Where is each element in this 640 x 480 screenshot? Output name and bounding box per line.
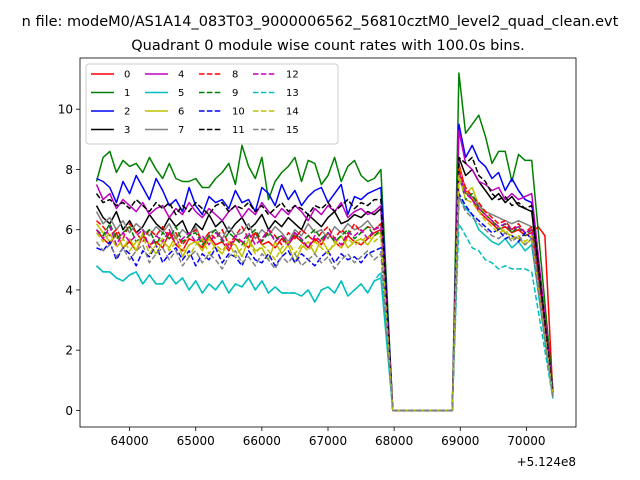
series-line-11 bbox=[95, 156, 554, 412]
x-tick-label: 68000 bbox=[375, 434, 413, 448]
legend-label-0: 0 bbox=[124, 70, 130, 81]
y-axis: 0 2 4 6 8 10 bbox=[58, 103, 80, 418]
legend-label-4: 4 bbox=[178, 70, 184, 81]
legend-label-12: 12 bbox=[286, 70, 299, 81]
y-tick-label: 6 bbox=[65, 223, 73, 237]
x-offset-label: +5.124e8 bbox=[517, 455, 576, 469]
series-layer bbox=[95, 72, 554, 412]
legend-label-13: 13 bbox=[286, 88, 299, 99]
series-line-13 bbox=[95, 222, 554, 412]
series-line-14 bbox=[95, 174, 554, 412]
y-tick-label: 0 bbox=[65, 404, 73, 418]
x-tick-label: 67000 bbox=[309, 434, 347, 448]
x-tick-label: 64000 bbox=[111, 434, 149, 448]
y-tick-label: 10 bbox=[58, 103, 73, 117]
legend-label-7: 7 bbox=[178, 125, 184, 136]
legend-label-8: 8 bbox=[232, 70, 238, 81]
legend-label-10: 10 bbox=[232, 107, 245, 118]
legend-label-15: 15 bbox=[286, 125, 299, 136]
legend-label-14: 14 bbox=[286, 107, 299, 118]
series-line-15 bbox=[95, 195, 554, 412]
x-axis: 64000 65000 66000 67000 68000 69000 70000 bbox=[111, 427, 545, 448]
chart-title: Quadrant 0 module wise count rates with … bbox=[131, 38, 525, 54]
legend-label-1: 1 bbox=[124, 88, 130, 99]
y-tick-label: 2 bbox=[65, 344, 73, 358]
y-tick-label: 4 bbox=[65, 283, 73, 297]
legend-box bbox=[85, 63, 339, 145]
x-tick-label: 69000 bbox=[441, 434, 479, 448]
legend-label-5: 5 bbox=[178, 88, 184, 99]
series-line-10 bbox=[96, 192, 554, 412]
series-line-2 bbox=[96, 123, 554, 412]
legend-label-2: 2 bbox=[124, 107, 130, 118]
legend-label-6: 6 bbox=[178, 107, 184, 118]
series-line-1 bbox=[95, 72, 554, 412]
legend-label-3: 3 bbox=[124, 125, 130, 136]
series-line-0 bbox=[95, 162, 554, 412]
y-tick-label: 8 bbox=[65, 163, 73, 177]
legend-label-9: 9 bbox=[232, 88, 238, 99]
x-tick-label: 70000 bbox=[507, 434, 545, 448]
x-tick-label: 66000 bbox=[243, 434, 281, 448]
series-line-12 bbox=[95, 171, 554, 412]
x-tick-label: 65000 bbox=[177, 434, 215, 448]
figure-suptitle: n file: modeM0/AS1A14_083T03_9000006562_… bbox=[22, 14, 619, 30]
legend-label-11: 11 bbox=[232, 125, 245, 136]
